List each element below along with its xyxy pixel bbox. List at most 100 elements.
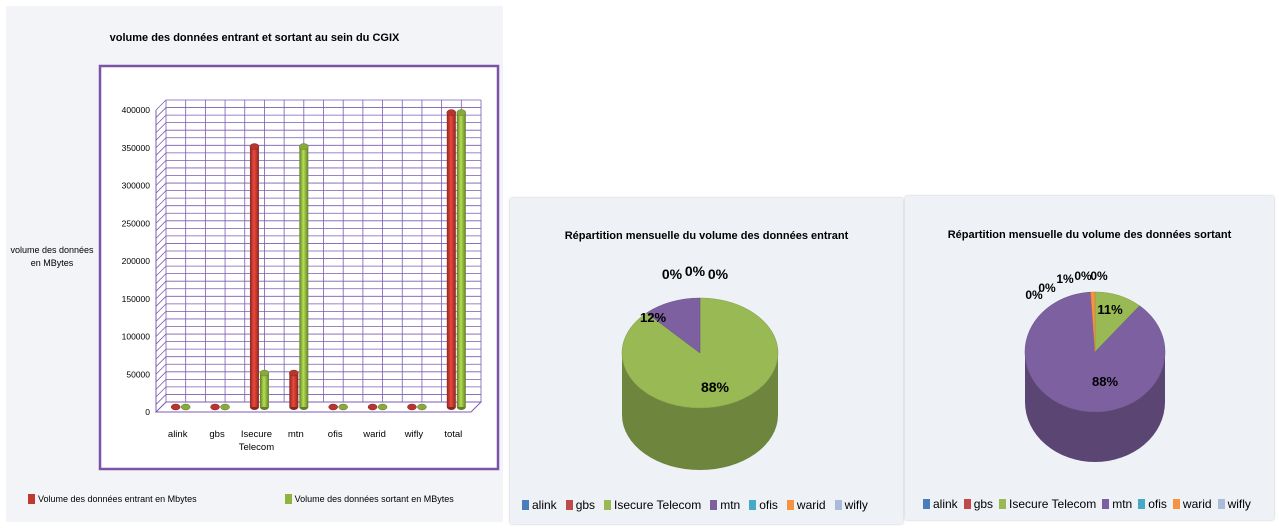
y-tick-label: 300000 xyxy=(122,181,151,191)
x-tick-label: alink xyxy=(168,429,188,440)
pie-side xyxy=(622,353,778,470)
data-label: 12% xyxy=(640,310,666,325)
legend-item-alink: alink xyxy=(923,497,958,511)
floor xyxy=(154,401,483,413)
y-tick-label: 250000 xyxy=(122,218,151,228)
gridline xyxy=(155,197,167,209)
bar xyxy=(289,373,299,407)
gridline xyxy=(155,250,167,262)
pie-sortant-legend: alink gbs Isecure Telecom mtn ofis warid wifly xyxy=(923,497,1257,511)
bar-top xyxy=(170,403,181,411)
bar xyxy=(249,146,259,407)
y-tick-label: 50000 xyxy=(126,369,150,379)
bar-chart-plot: 0 50000 100000 150000 200000 250000 300000 3500… xyxy=(98,64,500,471)
x-tick-label: Telecom xyxy=(239,442,274,453)
bar xyxy=(299,146,309,407)
legend-item-wifly: wifly xyxy=(1217,497,1251,511)
pie-entrant-legend: alink gbs Isecure Telecom mtn ofis warid wifly xyxy=(522,498,877,512)
bar-top xyxy=(328,403,338,411)
legend-label: wifly xyxy=(1227,497,1251,511)
gridline xyxy=(155,114,167,126)
legend-item-wifly: wifly xyxy=(834,498,868,512)
gridline xyxy=(155,258,167,269)
legend-item-gbs: gbs xyxy=(963,497,993,511)
gridline xyxy=(155,371,167,383)
legend-label: alink xyxy=(933,497,958,511)
gridline xyxy=(155,318,167,330)
bar-top xyxy=(367,403,378,411)
x-tick-label: total xyxy=(444,429,462,440)
bar-top xyxy=(446,109,457,116)
data-label: 0% xyxy=(1038,281,1056,295)
bar-top xyxy=(289,369,299,377)
data-label: 1% xyxy=(1056,272,1074,286)
bar-top xyxy=(210,403,220,411)
gridline xyxy=(155,273,167,284)
y-tick-label: 200000 xyxy=(122,256,151,266)
legend-label: mtn xyxy=(1112,497,1133,511)
gridline xyxy=(155,280,167,292)
bar-top xyxy=(377,403,388,411)
legend-swatch xyxy=(923,499,930,509)
pie-slice-mtn xyxy=(1024,291,1166,413)
legend-label-entrant: Volume des données entrant en Mbytes xyxy=(38,494,197,504)
legend-swatch xyxy=(786,500,794,510)
x-tick-label: mtn xyxy=(288,429,304,440)
legend-swatch xyxy=(710,500,718,510)
legend-item-warid: warid xyxy=(786,498,826,512)
gridline xyxy=(155,160,167,171)
gridline xyxy=(155,333,167,345)
legend-swatch xyxy=(1138,499,1146,509)
bar-top xyxy=(407,403,417,411)
pie-sortant-plot: 0%0%1% 0%0%11%88% xyxy=(1024,269,1166,462)
y-tick-label: 0 xyxy=(145,407,150,417)
bar-top xyxy=(417,403,427,411)
gridline xyxy=(155,167,167,179)
y-tick-label: 100000 xyxy=(122,332,151,342)
series-0 xyxy=(170,109,457,411)
y-tick-label: 150000 xyxy=(122,294,151,304)
x-tick-label: Isecure xyxy=(241,429,272,440)
bar-chart-title: volume des données entrant et sortant au… xyxy=(109,32,400,44)
gridline xyxy=(155,311,167,322)
legend-label: warid xyxy=(796,498,826,512)
bar-top xyxy=(299,143,309,150)
legend-swatch-sortant xyxy=(284,494,292,504)
bar-top xyxy=(259,369,270,377)
gridline xyxy=(155,228,167,239)
gridline xyxy=(155,303,167,315)
data-label: 0% xyxy=(1090,269,1108,283)
bar-top xyxy=(220,403,230,411)
bar-top xyxy=(249,143,260,150)
legend-item-warid: warid xyxy=(1172,497,1212,511)
legend-item-isecure-telecom: Isecure Telecom xyxy=(999,497,1096,511)
legend-swatch xyxy=(522,500,529,510)
legend-swatch xyxy=(604,500,612,510)
data-label: 0% xyxy=(685,263,706,279)
gridline xyxy=(155,265,167,277)
pie-side xyxy=(1025,352,1165,462)
x-tick-label: ofis xyxy=(328,429,343,440)
gridline xyxy=(155,394,167,405)
bar xyxy=(456,112,466,408)
legend-item-mtn: mtn xyxy=(1102,497,1132,511)
data-label: 0% xyxy=(1025,288,1043,302)
legend-label: ofis xyxy=(759,498,778,512)
gridline xyxy=(155,205,167,216)
gridline xyxy=(155,212,167,224)
pie-sortant-title: Répartition mensuelle du volume des donn… xyxy=(947,229,1232,241)
gridline xyxy=(155,175,167,186)
legend-item-ofis: ofis xyxy=(749,498,778,512)
gridline xyxy=(155,341,167,352)
data-label: 0% xyxy=(1074,269,1092,283)
legend-swatch xyxy=(963,499,971,509)
gridline xyxy=(155,243,167,254)
gridline xyxy=(155,363,167,375)
back-wall xyxy=(154,99,483,413)
gridline xyxy=(155,288,167,300)
gridline xyxy=(155,122,167,133)
gridline xyxy=(155,107,167,118)
pie-slice-mtn xyxy=(646,297,701,354)
legend-item-gbs: gbs xyxy=(565,498,595,512)
legend-label: warid xyxy=(1182,497,1212,511)
